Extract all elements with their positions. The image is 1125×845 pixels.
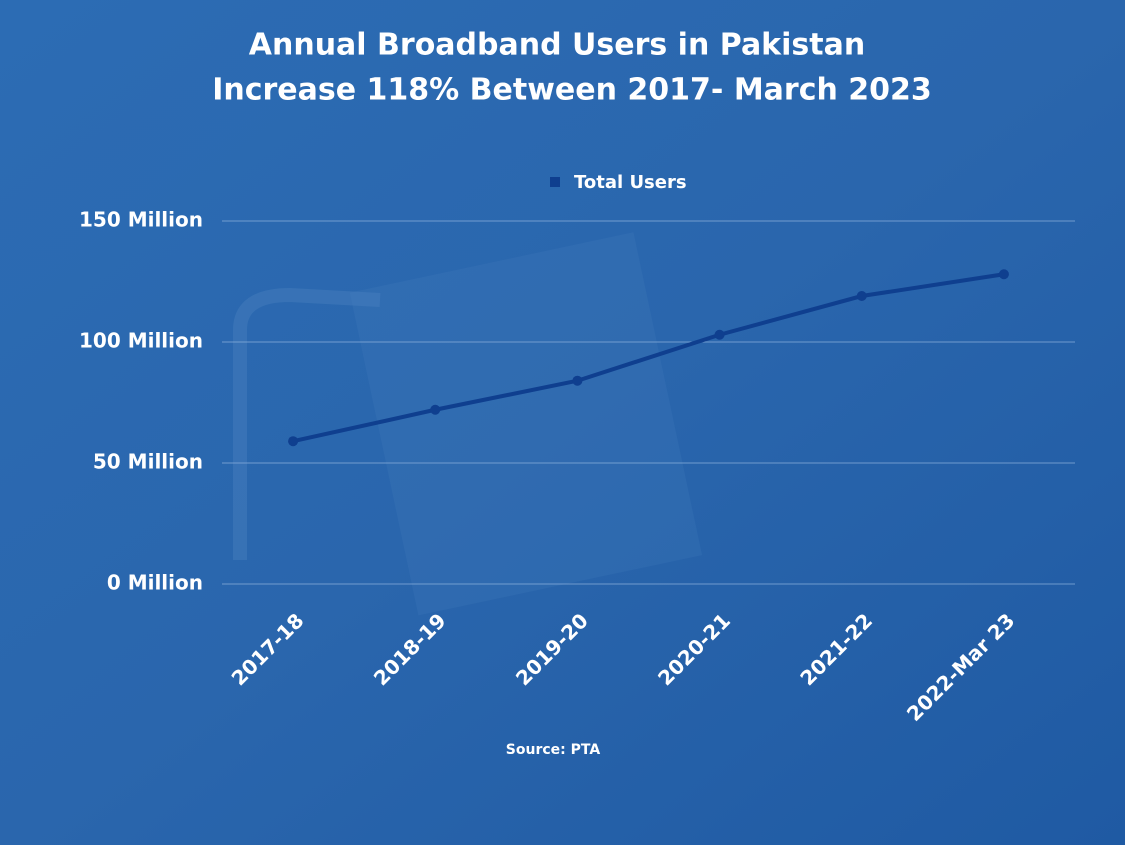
y-tick-label: 50 Million bbox=[93, 450, 203, 474]
data-point bbox=[715, 330, 725, 340]
data-point bbox=[572, 376, 582, 386]
y-tick-label: 0 Million bbox=[107, 571, 203, 595]
data-point bbox=[999, 269, 1009, 279]
chart: Annual Broadband Users in Pakistan Incre… bbox=[0, 0, 1125, 845]
y-tick-label: 150 Million bbox=[79, 208, 203, 232]
page: Annual Broadband Users in Pakistan Incre… bbox=[0, 0, 1125, 845]
data-point bbox=[288, 436, 298, 446]
data-point bbox=[430, 405, 440, 415]
legend-label: Total Users bbox=[574, 172, 687, 193]
data-point bbox=[857, 291, 867, 301]
legend-swatch bbox=[550, 177, 560, 187]
y-tick-label: 100 Million bbox=[79, 329, 203, 353]
chart-title: Annual Broadband Users in Pakistan bbox=[249, 28, 865, 63]
source-note: Source: PTA bbox=[506, 742, 601, 758]
chart-title: Increase 118% Between 2017- March 2023 bbox=[212, 73, 932, 108]
